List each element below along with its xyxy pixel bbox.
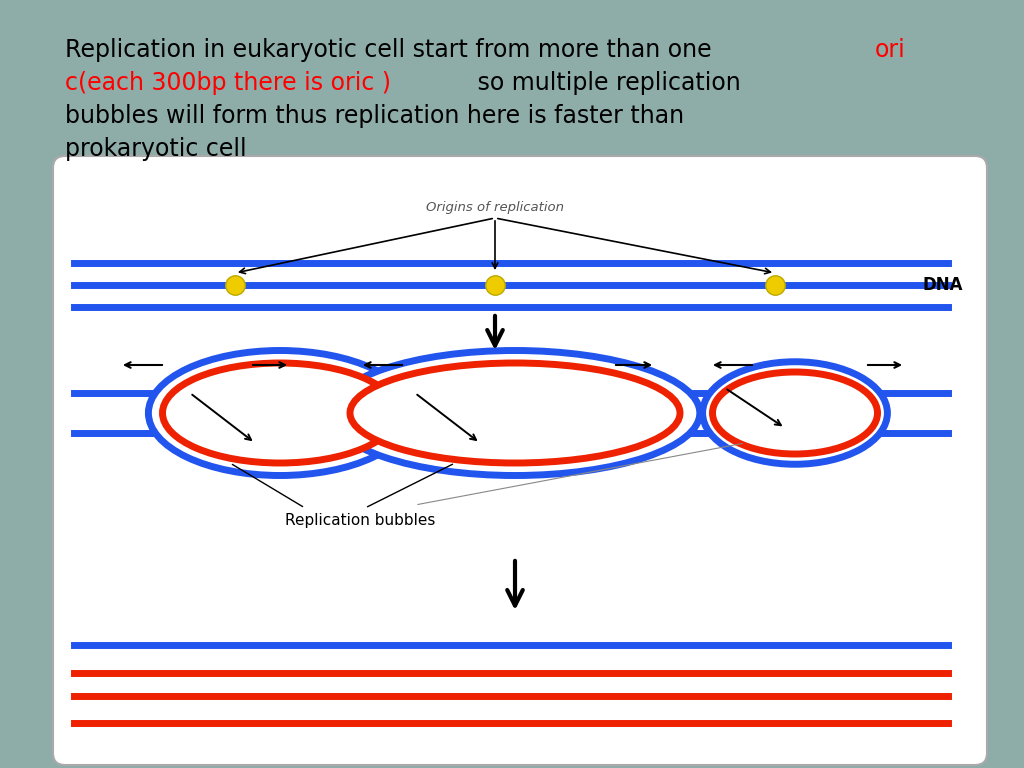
- Text: so multiple replication: so multiple replication: [470, 71, 740, 95]
- Text: Replication in eukaryotic cell start from more than one: Replication in eukaryotic cell start fro…: [65, 38, 719, 62]
- Text: ori: ori: [874, 38, 906, 62]
- Text: c(each 300bp there is oric ): c(each 300bp there is oric ): [65, 71, 391, 95]
- Text: DNA: DNA: [923, 276, 964, 294]
- Text: Origins of replication: Origins of replication: [426, 201, 564, 214]
- Text: prokaryotic cell: prokaryotic cell: [65, 137, 247, 161]
- Ellipse shape: [713, 372, 878, 454]
- FancyBboxPatch shape: [53, 156, 987, 765]
- Ellipse shape: [702, 362, 888, 464]
- Ellipse shape: [163, 363, 397, 463]
- Ellipse shape: [350, 363, 680, 463]
- Text: bubbles will form thus replication here is faster than: bubbles will form thus replication here …: [65, 104, 684, 128]
- Text: Replication bubbles: Replication bubbles: [285, 514, 435, 528]
- Ellipse shape: [330, 350, 699, 475]
- Ellipse shape: [148, 350, 412, 475]
